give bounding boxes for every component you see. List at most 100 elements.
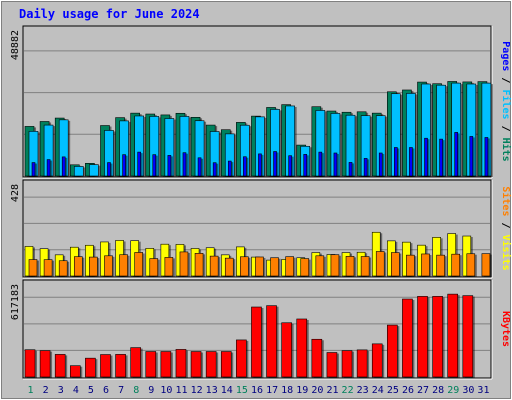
bar-pages	[137, 151, 141, 177]
tick-label: 31	[477, 385, 489, 396]
bar-sites	[406, 254, 415, 277]
tick-label: 27	[417, 385, 429, 396]
tick-label: 10	[160, 385, 172, 396]
tick-label: 29	[447, 385, 459, 396]
bar-pages-shadow	[169, 156, 173, 177]
bar-sites	[119, 254, 128, 277]
scale-label: 617183	[10, 284, 21, 320]
bar-kbytes	[251, 306, 262, 378]
bar-sites	[240, 256, 249, 277]
bar-kbytes	[39, 350, 51, 378]
bar-pages-shadow	[154, 155, 158, 177]
tick-label: 9	[148, 385, 154, 396]
bar-kbytes	[145, 351, 157, 378]
bar-sites	[89, 256, 98, 277]
bar-pages	[258, 153, 262, 177]
bar-pages-shadow	[290, 156, 294, 177]
bar-kbytes	[417, 296, 428, 378]
bar-pages	[348, 162, 353, 177]
tick-label: 3	[58, 385, 64, 396]
legend-entry: Sites	[500, 186, 512, 216]
bar-pages-shadow	[335, 154, 339, 177]
tick-label: 25	[387, 385, 399, 396]
bar-pages-shadow	[124, 155, 128, 177]
bar-pages	[243, 156, 247, 177]
bar-sites	[28, 259, 38, 277]
tick-label: 16	[251, 385, 263, 396]
bar-kbytes	[462, 295, 474, 378]
bar-pages	[439, 138, 443, 177]
tick-label: 11	[175, 385, 187, 396]
legend-visits-sites: Sites / Visits	[500, 186, 512, 270]
bar-sites	[209, 255, 219, 277]
tick-label: 15	[236, 385, 248, 396]
bar-pages	[424, 137, 428, 177]
bar-sites	[436, 254, 445, 277]
bar-files	[89, 164, 99, 177]
bar-pages	[454, 132, 459, 177]
bar-sites	[149, 258, 159, 277]
bar-kbytes	[311, 338, 323, 378]
bar-pages	[273, 151, 277, 177]
bar-kbytes	[236, 339, 247, 378]
bar-pages-shadow	[230, 162, 234, 177]
bar-pages	[61, 156, 66, 177]
bar-pages-shadow	[486, 138, 490, 177]
tick-label: 20	[311, 385, 323, 396]
tick-label: 7	[118, 385, 124, 396]
legend-hits-files-pages: Pages / Files / Hits	[500, 41, 512, 161]
bar-pages	[152, 154, 157, 177]
bar-sites	[194, 253, 204, 277]
bar-kbytes	[387, 324, 398, 378]
bar-pages	[227, 160, 232, 177]
bar-sites	[421, 253, 430, 277]
tick-label: 22	[342, 385, 354, 396]
bar-kbytes	[85, 357, 96, 378]
tick-label: 2	[43, 385, 49, 396]
bar-pages	[107, 162, 111, 177]
bar-pages-shadow	[275, 152, 279, 177]
bar-kbytes	[266, 305, 277, 378]
bar-sites	[134, 252, 143, 277]
legend-entry: Pages	[500, 41, 511, 71]
bar-pages-shadow	[456, 133, 460, 177]
bar-pages-shadow	[64, 157, 68, 177]
bar-kbytes	[130, 347, 141, 378]
tick-label: 30	[462, 385, 474, 396]
bar-pages-shadow	[396, 148, 400, 177]
bar-pages	[378, 152, 383, 177]
bar-pages-shadow	[184, 153, 188, 177]
tick-label: 26	[402, 385, 414, 396]
tick-label: 13	[206, 385, 218, 396]
bar-pages	[197, 157, 202, 177]
bar-sites	[466, 253, 476, 277]
bar-pages-shadow	[441, 140, 445, 177]
bar-sites	[451, 253, 461, 277]
bar-kbytes	[371, 343, 383, 378]
scale-label: 428	[10, 184, 21, 202]
bar-sites	[179, 251, 189, 277]
bar-pages	[31, 162, 36, 177]
tick-label: 17	[266, 385, 278, 396]
bar-pages-shadow	[320, 153, 324, 177]
bar-sites	[345, 256, 355, 277]
tick-label: 4	[73, 385, 79, 396]
bar-sites	[391, 252, 400, 277]
tick-label: 28	[432, 385, 444, 396]
bar-pages	[122, 154, 126, 177]
tick-label: 5	[88, 385, 94, 396]
bar-pages	[167, 155, 172, 177]
tick-label: 6	[103, 385, 109, 396]
tick-label: 23	[357, 385, 369, 396]
legend-entry: Hits	[500, 138, 512, 162]
bar-sites	[270, 257, 279, 277]
bar-sites	[285, 256, 294, 277]
bar-sites	[375, 251, 385, 277]
bar-kbytes	[341, 350, 353, 378]
bar-kbytes	[69, 365, 81, 378]
legend-kbytes: KBytes	[500, 311, 511, 347]
bar-pages-shadow	[411, 148, 415, 177]
bar-pages	[409, 147, 413, 177]
legend-entry: Visits	[500, 235, 512, 271]
bar-pages	[484, 137, 489, 177]
